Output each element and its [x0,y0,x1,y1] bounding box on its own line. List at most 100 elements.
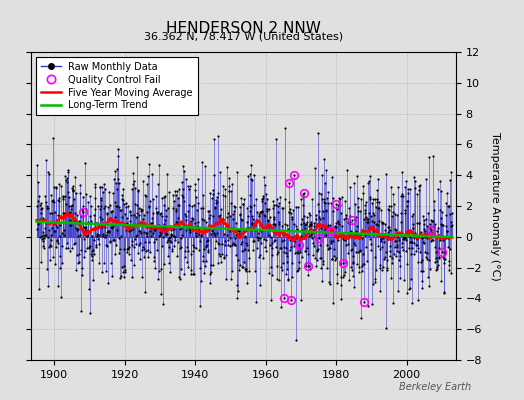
Point [162,231,170,238]
Point [151,236,160,242]
Point [324,200,332,206]
Point [399,236,408,242]
Point [403,203,411,209]
Point [83,199,92,205]
Point [148,220,156,226]
Point [61,211,69,217]
Point [68,185,76,192]
Point [280,236,289,243]
Point [388,260,397,266]
Point [174,214,182,221]
Point [263,206,271,212]
Point [357,196,365,202]
Point [190,271,199,278]
Point [231,234,239,241]
Point [157,210,165,216]
Point [221,242,229,249]
Point [68,183,77,189]
Point [49,196,57,203]
Point [166,269,174,275]
Point [87,218,95,224]
Point [93,231,102,238]
Point [199,192,207,198]
Point [240,259,248,266]
Point [190,220,199,227]
Point [205,215,213,222]
Point [91,206,100,212]
Point [64,210,73,217]
Point [407,250,415,257]
Point [129,226,137,232]
Point [77,308,85,315]
Point [127,241,136,248]
Point [361,232,369,238]
Point [275,200,283,206]
Point [63,174,71,181]
Point [446,246,454,252]
Point [350,260,358,266]
Point [341,214,350,221]
Point [372,266,380,273]
Point [146,249,155,255]
Point [139,216,147,222]
Point [139,212,148,218]
Point [309,252,318,258]
Point [193,223,201,229]
Point [407,239,415,246]
Point [244,213,253,220]
Text: Berkeley Earth: Berkeley Earth [399,382,472,392]
Point [293,204,302,210]
Point [81,248,90,255]
Point [335,196,344,202]
Point [213,133,222,140]
Point [432,267,440,273]
Point [118,264,127,270]
Point [106,214,114,221]
Point [149,230,157,236]
Point [298,226,307,233]
Point [209,262,217,268]
Point [56,222,64,228]
Point [172,253,181,259]
Point [59,193,67,200]
Point [80,236,88,242]
Point [172,208,181,215]
Point [290,250,299,256]
Point [179,194,187,200]
Point [173,219,181,225]
Point [375,199,383,205]
Point [213,230,221,236]
Point [397,210,405,217]
Point [387,203,395,209]
Point [71,216,79,222]
Point [340,272,348,278]
Point [401,207,409,214]
Point [440,260,449,266]
Point [233,169,241,175]
Point [267,264,275,270]
Point [326,222,334,228]
Point [380,255,388,262]
Point [138,244,147,250]
Point [232,220,241,226]
Point [381,231,390,238]
Point [421,228,429,234]
Point [56,264,64,271]
Point [297,196,305,202]
Point [184,248,192,254]
Point [245,255,253,261]
Point [133,232,141,239]
Point [306,266,314,272]
Point [122,204,130,210]
Point [425,266,434,272]
Point [297,232,305,239]
Point [414,259,422,266]
Point [433,186,442,192]
Point [41,220,50,226]
Point [433,266,441,272]
Point [319,258,328,264]
Point [279,231,287,238]
Point [436,221,445,228]
Point [259,255,268,262]
Point [85,286,93,292]
